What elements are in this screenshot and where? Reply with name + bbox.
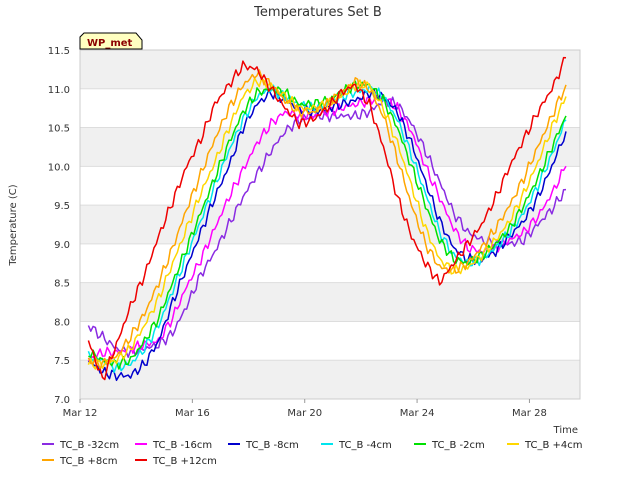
legend-label: TC_B +12cm: [152, 456, 217, 467]
plot-band: [80, 360, 580, 399]
y-tick-label: 9.0: [54, 240, 70, 251]
x-tick-label: Mar 24: [400, 408, 435, 419]
y-axis: 7.0 7.5 8.0 8.5 9.0 9.5 10.0 10.5 11.0 11.5: [48, 46, 70, 406]
y-axis-label: Temperature (C): [8, 184, 19, 266]
legend: TC_B -32cm TC_B -16cm TC_B -8cm TC_B -4cm TC…: [42, 440, 583, 467]
plot-bands: [80, 50, 580, 399]
legend-item: TC_B -8cm: [228, 440, 299, 451]
legend-item: TC_B +12cm: [135, 456, 217, 467]
legend-item: TC_B -2cm: [414, 440, 485, 451]
series-line-tc-b-8cm: [87, 69, 567, 370]
legend-item: TC_B +8cm: [42, 456, 118, 467]
x-tick-label: Mar 16: [175, 408, 210, 419]
y-tick-label: 7.0: [54, 395, 70, 406]
series-line-tc-b-12cm: [87, 56, 567, 381]
y-tick-label: 9.5: [54, 201, 70, 212]
badge-box: [79, 32, 143, 50]
x-tick-label: Mar 28: [512, 408, 547, 419]
series-line-tc-b-4cm: [87, 84, 567, 374]
legend-item: TC_B -32cm: [42, 440, 119, 451]
legend-label: TC_B +4cm: [524, 440, 583, 451]
x-axis: Mar 12 Mar 16 Mar 20 Mar 24 Mar 28: [63, 399, 547, 419]
legend-label: TC_B +8cm: [59, 456, 118, 467]
chart-title: Temperatures Set B: [253, 5, 382, 20]
plot-band: [80, 127, 580, 167]
y-tick-label: 8.5: [54, 279, 70, 290]
y-tick-label: 10.5: [48, 124, 70, 135]
series-line-tc-b-2cm: [88, 80, 567, 370]
legend-label: TC_B -32cm: [59, 440, 119, 451]
y-tick-label: 11.0: [48, 85, 70, 96]
x-tick-label: Mar 20: [287, 408, 322, 419]
x-tick-label: Mar 12: [63, 408, 98, 419]
legend-label: TC_B -4cm: [338, 440, 392, 451]
badge-label: WP_met: [87, 38, 133, 49]
legend-item: TC_B -4cm: [321, 440, 392, 451]
x-axis-label: Time: [553, 425, 578, 436]
legend-label: TC_B -8cm: [245, 440, 299, 451]
y-tick-label: 10.0: [48, 162, 70, 173]
wp-met-badge: WP_met: [79, 32, 143, 50]
y-tick-label: 11.5: [48, 46, 70, 57]
plot-band: [80, 50, 580, 89]
legend-item: TC_B +4cm: [507, 440, 583, 451]
y-tick-label: 8.0: [54, 317, 70, 328]
legend-label: TC_B -16cm: [152, 440, 212, 451]
y-tick-label: 7.5: [54, 356, 70, 367]
series-layer: [87, 56, 567, 382]
legend-label: TC_B -2cm: [431, 440, 485, 451]
legend-item: TC_B -16cm: [135, 440, 212, 451]
plot-frame: [79, 49, 581, 400]
